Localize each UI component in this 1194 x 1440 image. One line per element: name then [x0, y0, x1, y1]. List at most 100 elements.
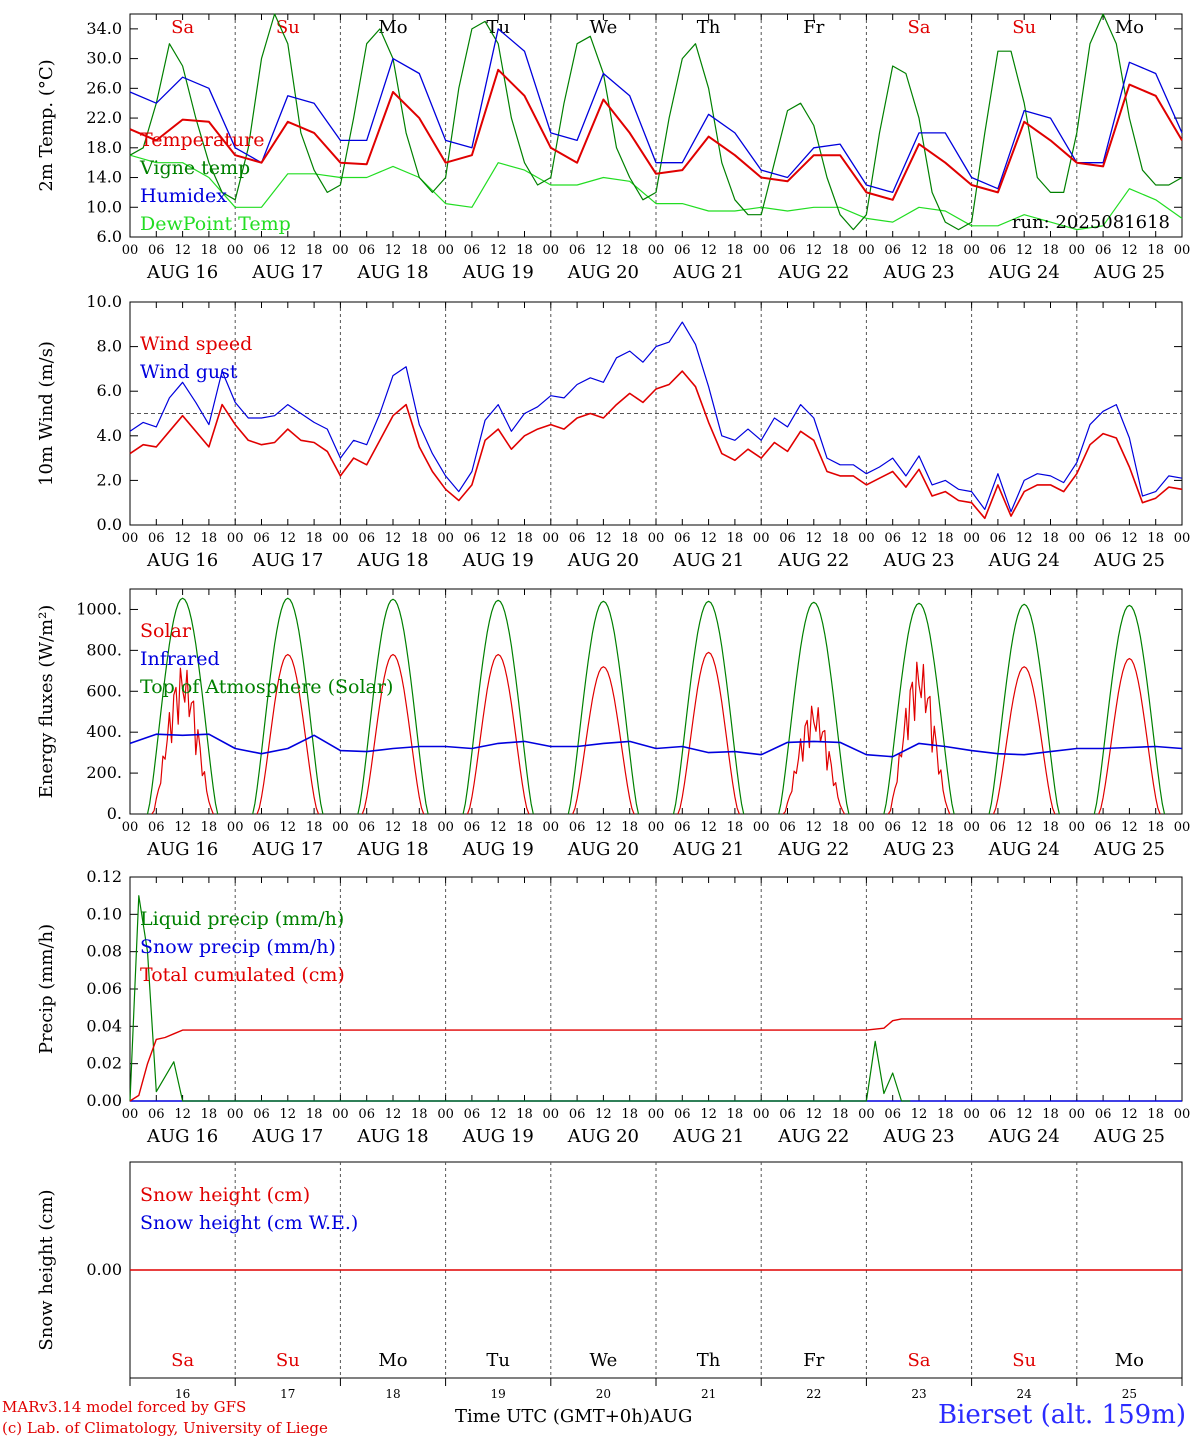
x-hour-tick-label: 18 [1042, 820, 1059, 835]
day-number: 22 [806, 1387, 821, 1401]
x-hour-tick-label: 12 [1016, 820, 1033, 835]
day-name-top: Sa [907, 17, 930, 38]
x-hour-tick-label: 00 [543, 243, 560, 258]
day-number: 17 [280, 1387, 295, 1401]
x-hour-tick-label: 06 [148, 531, 165, 546]
day-name-bottom: Th [697, 1350, 721, 1371]
x-hour-tick-label: 00 [648, 531, 665, 546]
x-hour-tick-label: 00 [332, 243, 349, 258]
x-hour-tick-label: 06 [674, 1107, 691, 1122]
x-hour-tick-label: 00 [858, 531, 875, 546]
y-tick-label: 0.04 [86, 1016, 122, 1035]
x-hour-tick-label: 06 [779, 820, 796, 835]
y-tick-label: 22.0 [86, 108, 122, 127]
day-name-bottom: Fr [803, 1350, 824, 1371]
x-hour-tick-label: 12 [700, 820, 717, 835]
x-hour-tick-label: 06 [358, 1107, 375, 1122]
x-date-label: AUG 23 [882, 1126, 954, 1147]
x-hour-tick-label: 12 [911, 820, 928, 835]
x-date-label: AUG 18 [356, 1126, 428, 1147]
y-axis-label: Energy fluxes (W/m²) [36, 605, 57, 799]
x-date-label: AUG 25 [1093, 839, 1165, 860]
x-date-label: AUG 19 [462, 262, 534, 283]
series-solar-day [466, 653, 530, 815]
series-toa-day [252, 597, 324, 815]
series-solar-day [887, 661, 951, 815]
x-hour-tick-label: 18 [1147, 243, 1164, 258]
x-date-label: AUG 21 [672, 1126, 744, 1147]
x-date-label: AUG 21 [672, 839, 744, 860]
x-hour-tick-label: 06 [990, 243, 1007, 258]
x-hour-tick-label: 18 [411, 820, 428, 835]
x-hour-tick-label: 06 [253, 243, 270, 258]
day-number: 20 [596, 1387, 611, 1401]
y-tick-label: 8.0 [97, 337, 122, 356]
x-date-label: AUG 22 [777, 262, 849, 283]
x-hour-tick-label: 12 [806, 243, 823, 258]
legend-total-cumulated-cm-: Total cumulated (cm) [140, 964, 345, 986]
x-hour-tick-label: 12 [806, 531, 823, 546]
y-tick-label: 0.08 [86, 942, 122, 961]
x-hour-tick-label: 00 [753, 531, 770, 546]
y-tick-label: 0.02 [86, 1054, 122, 1073]
x-hour-tick-label: 18 [727, 531, 744, 546]
x-date-label: AUG 20 [567, 839, 639, 860]
y-axis-label: 10m Wind (m/s) [36, 341, 57, 486]
x-date-label: AUG 24 [988, 262, 1060, 283]
x-hour-tick-label: 00 [648, 1107, 665, 1122]
x-hour-tick-label: 00 [1174, 531, 1191, 546]
x-hour-tick-label: 18 [621, 820, 638, 835]
x-hour-tick-label: 00 [858, 243, 875, 258]
x-hour-tick-label: 18 [727, 1107, 744, 1122]
x-hour-tick-label: 18 [832, 243, 849, 258]
x-hour-tick-label: 06 [253, 531, 270, 546]
x-hour-tick-label: 18 [937, 820, 954, 835]
series-temperature [129, 68, 1183, 201]
day-number: 16 [175, 1387, 190, 1401]
x-hour-tick-label: 12 [490, 1107, 507, 1122]
x-hour-tick-label: 06 [884, 820, 901, 835]
x-hour-tick-label: 12 [385, 820, 402, 835]
x-hour-tick-label: 12 [1121, 243, 1138, 258]
x-hour-tick-label: 00 [1069, 243, 1086, 258]
x-hour-tick-label: 00 [1069, 531, 1086, 546]
x-date-label: AUG 22 [777, 1126, 849, 1147]
y-tick-label: 2.0 [97, 470, 122, 489]
series-wind-gust [129, 321, 1183, 513]
x-hour-tick-label: 06 [779, 1107, 796, 1122]
series-toa-day [1093, 604, 1166, 815]
x-hour-tick-label: 06 [148, 1107, 165, 1122]
y-tick-label: 800. [86, 640, 122, 659]
day-number: 18 [385, 1387, 400, 1401]
x-hour-tick-label: 06 [779, 243, 796, 258]
x-hour-tick-label: 12 [700, 1107, 717, 1122]
series-humidex [129, 28, 1183, 194]
series-solar-day [1098, 657, 1161, 815]
x-hour-tick-label: 00 [963, 531, 980, 546]
y-tick-label: 30.0 [86, 49, 122, 68]
panel-frame-2 [129, 588, 1183, 815]
x-hour-tick-label: 12 [385, 531, 402, 546]
x-hour-tick-label: 12 [595, 820, 612, 835]
x-hour-tick-label: 12 [1121, 820, 1138, 835]
model-credit: MARv3.14 model forced by GFS [2, 1398, 247, 1416]
y-tick-label: 6.0 [97, 381, 122, 400]
x-hour-tick-label: 06 [884, 1107, 901, 1122]
x-hour-tick-label: 18 [621, 1107, 638, 1122]
x-hour-tick-label: 00 [227, 820, 244, 835]
y-tick-label: 14.0 [86, 168, 122, 187]
x-hour-tick-label: 00 [1174, 820, 1191, 835]
x-date-label: AUG 16 [146, 839, 218, 860]
x-hour-tick-label: 06 [464, 243, 481, 258]
y-axis-label: Snow height (cm) [36, 1189, 57, 1350]
x-hour-tick-label: 18 [201, 243, 218, 258]
x-hour-tick-label: 06 [569, 531, 586, 546]
x-date-label: AUG 19 [462, 550, 534, 571]
x-hour-tick-label: 18 [937, 243, 954, 258]
x-hour-tick-label: 12 [385, 243, 402, 258]
y-tick-label: 1000. [76, 599, 122, 618]
x-hour-tick-label: 06 [569, 243, 586, 258]
x-hour-tick-label: 00 [1174, 1107, 1191, 1122]
x-hour-tick-label: 00 [648, 820, 665, 835]
x-hour-tick-label: 18 [1042, 531, 1059, 546]
